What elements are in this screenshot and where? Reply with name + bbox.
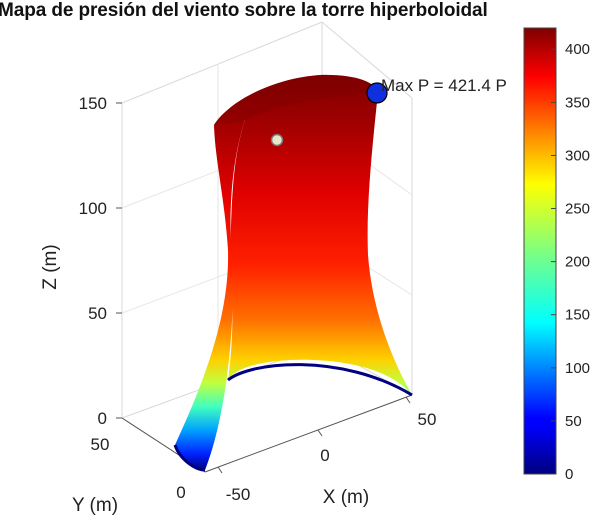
colorbar-tick-label: 0	[565, 466, 573, 483]
colorbar-tick-label: 400	[565, 41, 590, 58]
y-tick-label: 0	[176, 483, 185, 502]
x-tick-mark	[317, 429, 323, 437]
colorbar-tick-label: 250	[565, 201, 590, 218]
y-tick-label: 50	[91, 435, 110, 454]
front-edge-x	[204, 394, 413, 473]
x-tick-label: -50	[226, 485, 251, 504]
inner-marker	[270, 133, 284, 147]
tower-inner-dark	[214, 74, 378, 125]
colorbar-tick-label: 150	[565, 307, 590, 324]
y-axis-label: Y (m)	[72, 495, 118, 516]
x-tick-label: 50	[418, 410, 437, 429]
x-tick-mark	[405, 396, 411, 404]
z-tick-label: 0	[98, 409, 107, 428]
z-tick-label: 50	[88, 304, 107, 323]
box-edge	[121, 21, 323, 104]
chart-title: Mapa de presión del viento sobre la torr…	[0, 0, 488, 21]
z-axis-label: Z (m)	[40, 244, 61, 289]
y-axis: 50 0 Y (m)	[72, 435, 186, 516]
z-axis: 150 100 50 0 Z (m)	[40, 94, 107, 428]
max-pressure-label: Max P = 421.4 P	[381, 76, 507, 95]
tower-bottom-rim	[227, 363, 413, 397]
colorbar-tick-label: 100	[565, 360, 590, 377]
colorbar: 0 50 100 150 200 250 300 350 400	[523, 27, 590, 483]
x-tick-mark	[217, 466, 223, 474]
x-tick-label: 0	[320, 446, 329, 465]
max-pressure-marker	[366, 82, 388, 104]
z-tick-label: 100	[79, 199, 107, 218]
colorbar-bar	[523, 27, 557, 475]
z-tick-label: 150	[79, 94, 107, 113]
colorbar-tick-label: 350	[565, 94, 590, 111]
tower-flap-rim	[173, 444, 206, 472]
tower-surface	[173, 74, 413, 472]
colorbar-tick-label: 50	[565, 413, 582, 430]
x-axis-label: X (m)	[323, 487, 369, 508]
x-axis: -50 0 50 X (m)	[226, 410, 437, 508]
colorbar-tick-label: 300	[565, 147, 590, 164]
box-edge	[321, 21, 413, 99]
colorbar-ticks: 0 50 100 150 200 250 300 350 400	[551, 41, 590, 483]
colorbar-tick-label: 200	[565, 254, 590, 271]
tower-left-flap	[175, 106, 245, 470]
tower-main-surface	[214, 74, 412, 395]
